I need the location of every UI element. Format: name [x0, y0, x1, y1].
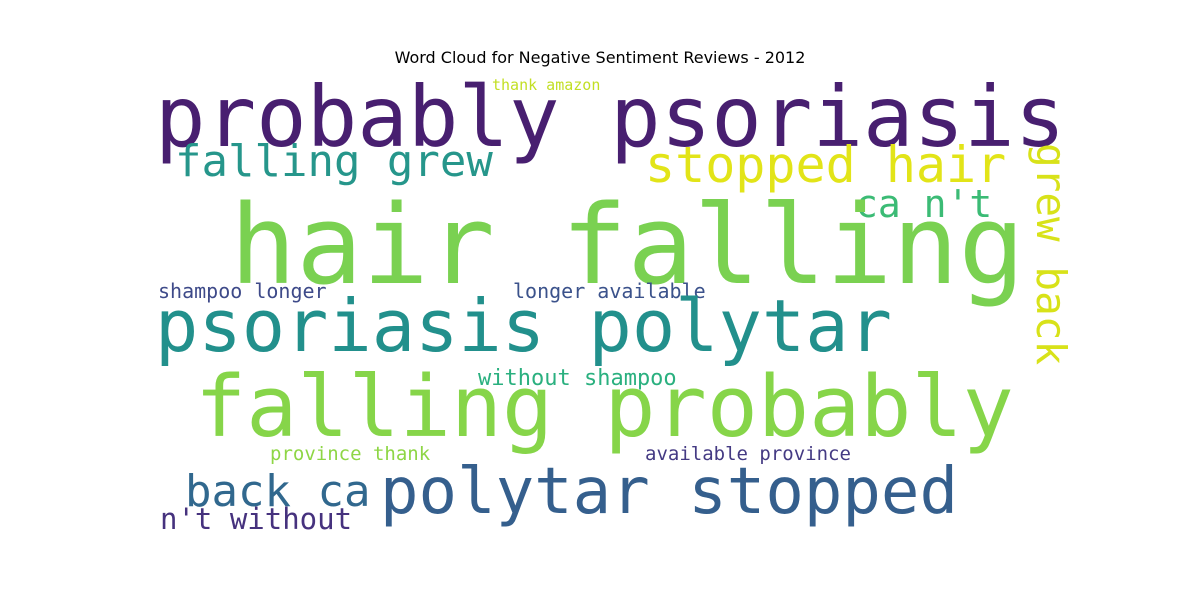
word-province-thank: province thank — [270, 443, 431, 465]
word-back-ca: back ca — [185, 466, 371, 517]
word-available-province: available province — [645, 443, 851, 465]
word-falling-grew: falling grew — [175, 136, 493, 187]
word-longer-available: longer available — [513, 279, 706, 303]
word-cloud: probably psoriasis thank amazon falling … — [150, 68, 1075, 540]
word-polytar-stopped: polytar stopped — [380, 455, 958, 529]
word-shampoo-longer: shampoo longer — [158, 279, 327, 303]
word-grew-back: grew back — [1027, 143, 1075, 366]
word-stopped-hair: stopped hair — [645, 136, 1007, 194]
word-without-shampoo: without shampoo — [478, 366, 677, 391]
chart-title: Word Cloud for Negative Sentiment Review… — [394, 48, 806, 67]
word-falling-probably: falling probably — [195, 358, 1014, 457]
word-ca-nt: ca n't — [855, 182, 993, 226]
word-nt-without: n't without — [160, 502, 353, 536]
word-psoriasis-polytar: psoriasis polytar — [155, 284, 892, 368]
word-thank-amazon: thank amazon — [492, 76, 601, 94]
word-probably-psoriasis: probably psoriasis — [155, 68, 1066, 166]
word-hair-falling: hair falling — [230, 181, 1025, 309]
